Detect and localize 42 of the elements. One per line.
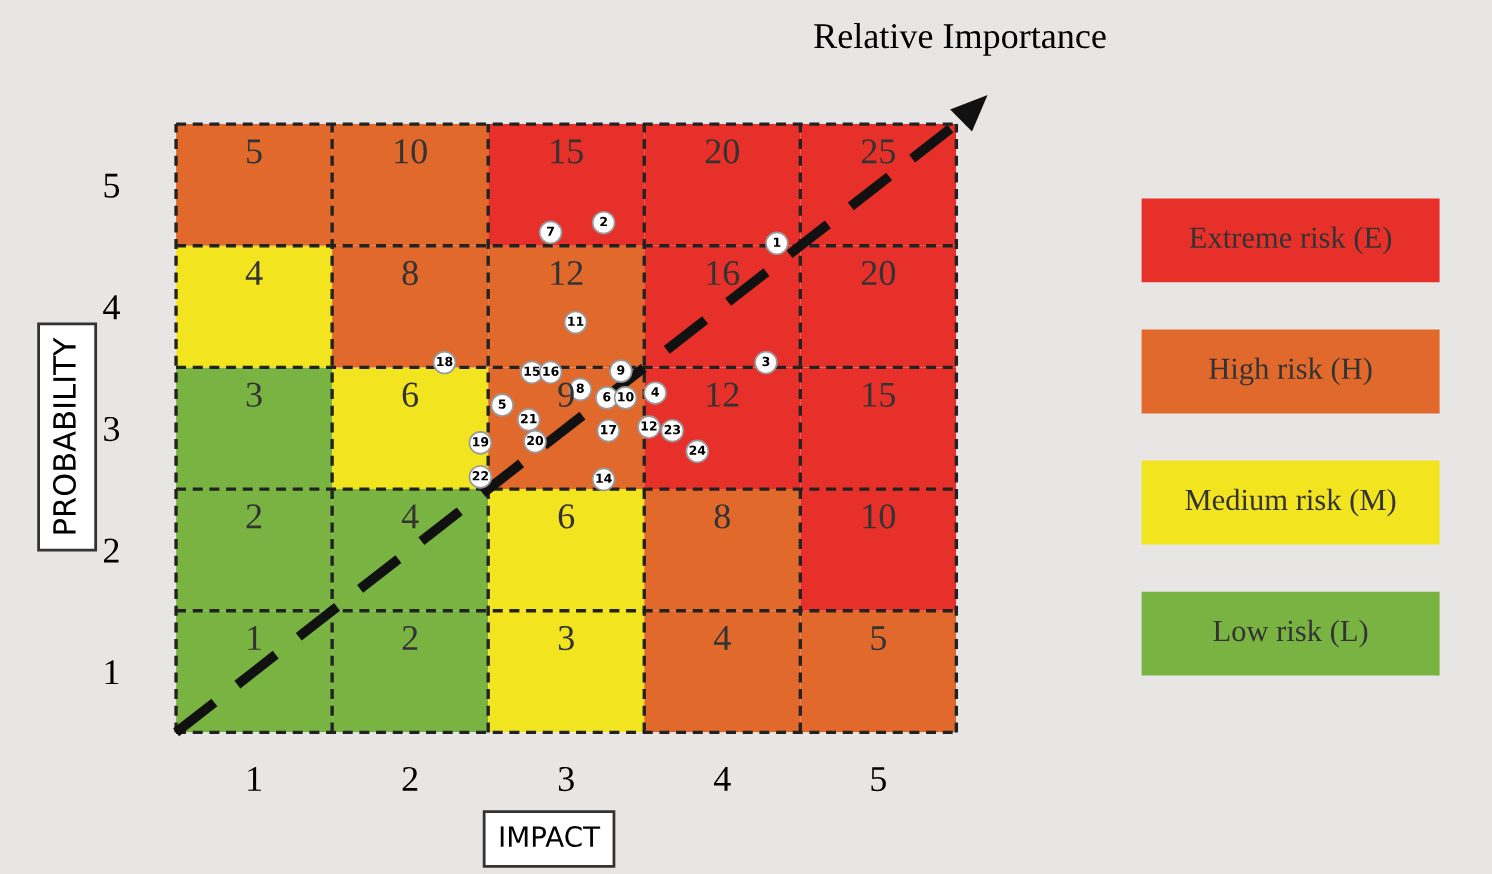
category-label: Low risk (L) [1213, 619, 1368, 648]
data-label: 5 [247, 139, 262, 164]
data-label: 6 [402, 382, 419, 407]
y-axis-title: PROBABILITY [52, 337, 77, 534]
category-label: High risk (H) [1209, 357, 1372, 386]
y-tick-label: 3 [104, 416, 120, 442]
annotation: 12 [707, 382, 739, 407]
annotation: 9 [558, 382, 574, 407]
data-label: 4 [245, 261, 263, 285]
y-tick-label: 1 [105, 660, 119, 685]
data-label: 8 [714, 504, 730, 529]
data-label: 5 [871, 626, 886, 651]
category-label: Medium risk (M) [1185, 488, 1396, 517]
data-label: 8 [402, 260, 418, 286]
x-tick-label: 5 [871, 767, 886, 792]
data-label: 1 [248, 626, 261, 650]
data-label: 25 [861, 139, 895, 164]
data-label: 4 [713, 626, 731, 650]
y-tick-label: 5 [104, 173, 120, 198]
y-tick-label: 2 [104, 538, 119, 563]
data-label: 16 [707, 260, 740, 286]
data-label: 10 [863, 504, 896, 529]
x-tick-label: 1 [248, 766, 261, 791]
data-label: 2 [246, 504, 262, 529]
data-label: 4 [401, 504, 419, 529]
x-tick-label: 3 [558, 766, 574, 792]
y-tick-label: 4 [103, 295, 120, 320]
data-label: 6 [558, 504, 575, 529]
data-label: 12 [551, 260, 583, 285]
text: Relative Importance [814, 22, 1106, 56]
data-label: 2 [402, 625, 418, 650]
x-tick-label: 4 [713, 767, 731, 791]
x-axis-title: IMPACT [500, 826, 601, 848]
data-label: 15 [863, 382, 895, 407]
data-label: 20 [705, 139, 739, 164]
data-label: 15 [551, 139, 583, 164]
data-label: 3 [558, 625, 574, 651]
data-label: 3 [246, 382, 262, 407]
data-label: 10 [395, 139, 427, 164]
x-tick-label: 2 [402, 766, 418, 791]
data-label: 20 [861, 260, 896, 286]
category-label: Extreme risk (E) [1189, 226, 1392, 255]
